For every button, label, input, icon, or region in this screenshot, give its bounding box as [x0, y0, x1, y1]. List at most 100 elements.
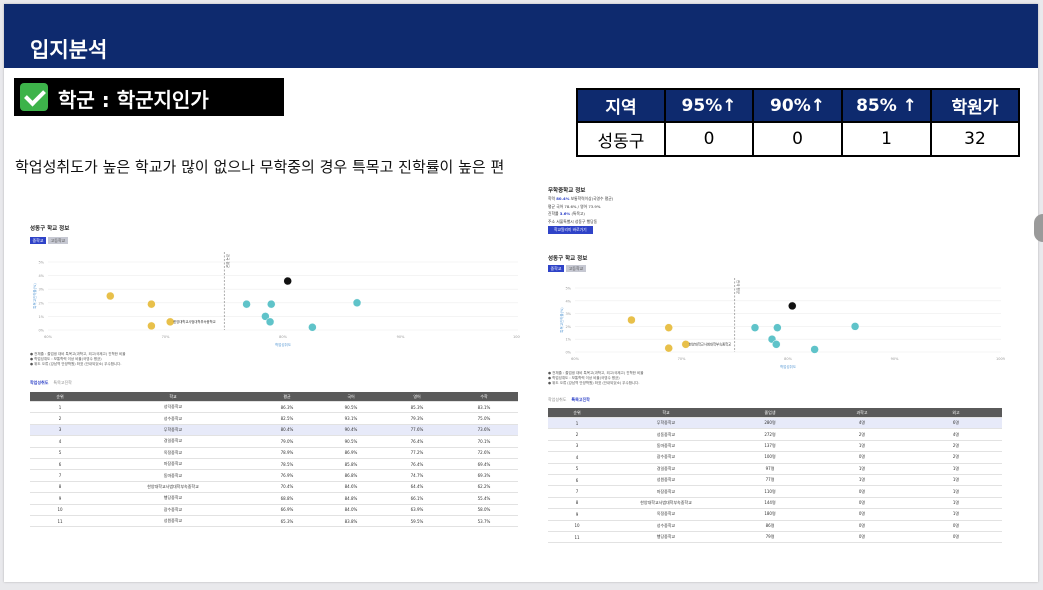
reference-line-label: 전국 평균: [225, 254, 230, 269]
table-row[interactable]: 7 동마중학교 76.9% 86.8% 74.7% 69.3%: [30, 469, 518, 482]
table-cell: 6: [548, 474, 606, 487]
panel2-header-cell: 졸업생: [726, 408, 814, 418]
x-tick-label: 60%: [44, 335, 52, 339]
table-cell: 7: [30, 469, 90, 482]
panel2-middle-school-button[interactable]: 중학교: [548, 265, 564, 272]
scroll-handle[interactable]: [1034, 214, 1043, 242]
table-cell: 180명: [726, 508, 814, 521]
check-mark-icon: [20, 83, 48, 111]
data-point: [772, 340, 781, 349]
panel2-scatter-chart: 0% 1% 2% 3% 4% 5% 60% 70% 80% 90% 100% 학업성취도 특목고진학률(…: [559, 278, 1005, 369]
slide: 입지분석 학군 : 학군지인가 지역 95%↑ 90%↑ 85% ↑ 학원가 성…: [4, 4, 1038, 582]
panel2-header-cell: 학교: [606, 408, 726, 418]
table-cell: 10: [30, 504, 90, 516]
table-row[interactable]: 10 광수중학교 66.9% 84.0% 63.9% 58.0%: [30, 504, 518, 516]
table-cell: 2: [548, 428, 606, 441]
table-row[interactable]: 1 성덕중학교 86.3% 90.5% 85.3% 83.1%: [30, 401, 518, 414]
table-row[interactable]: 8 한양대학교사범대학부속중학교 70.4% 84.6% 64.4% 62.2%: [30, 481, 518, 494]
table-cell: 66.1%: [384, 492, 450, 505]
table-cell: 0명: [814, 451, 910, 464]
table-row[interactable]: 9 옥정중학교 180명 0명 1명: [548, 508, 1002, 521]
school-info-screenshot-achievement: 성동구 학교 정보 중학교 고등학교 0% 1% 2% 3% 4% 5% 60% 70% 80%…: [26, 218, 520, 548]
data-point: [750, 323, 760, 332]
header-bar: 입지분석: [4, 4, 1038, 68]
data-point: [773, 323, 782, 332]
table-cell: 73.6%: [450, 424, 518, 437]
table-cell: 64.4%: [384, 481, 450, 494]
table-row[interactable]: 3 무학중학교 80.4% 90.4% 77.6% 73.6%: [30, 424, 518, 437]
table-cell: 1명: [910, 497, 1002, 510]
table-cell: 1명: [814, 440, 910, 453]
summary-header-region: 지역: [576, 88, 666, 123]
data-point: [664, 343, 673, 353]
x-tick-label: 90%: [891, 357, 899, 361]
table-cell: 1명: [910, 485, 1002, 498]
table-row[interactable]: 11 행당중학교 79명 0명 0명: [548, 531, 1002, 544]
table-cell: 59.5%: [384, 515, 450, 528]
summary-header-95: 95%↑: [664, 88, 754, 123]
table-cell: 동마중학교: [90, 469, 256, 482]
school-alimi-link-button[interactable]: 학교알리미 바로가기: [548, 226, 593, 234]
table-row[interactable]: 10 성수중학교 86명 0명 0명: [548, 520, 1002, 532]
table-cell: 84.8%: [318, 492, 384, 505]
table-row[interactable]: 1 무학중학교 280명 4명 6명: [548, 417, 1002, 430]
summary-header-90: 90%↑: [752, 88, 843, 123]
table-cell: 0명: [910, 520, 1002, 532]
table-row[interactable]: 4 경일중학교 79.0% 90.5% 76.4% 70.1%: [30, 435, 518, 448]
data-point: [681, 340, 691, 349]
table-row[interactable]: 6 마장중학교 78.5% 85.8% 76.4% 69.4%: [30, 458, 518, 471]
table-cell: 55.4%: [450, 492, 518, 505]
table-row[interactable]: 7 마장중학교 110명 0명 1명: [548, 485, 1002, 498]
table-cell: 0명: [814, 497, 910, 510]
table-row[interactable]: 2 성동중학교 272명 2명 4명: [548, 428, 1002, 441]
table-row[interactable]: 3 동마중학교 137명 1명 2명: [548, 440, 1002, 453]
panel2-title: 성동구 학교 정보: [548, 256, 588, 262]
panel2-header-cell: 외고: [910, 408, 1002, 418]
data-point: [265, 317, 275, 327]
table-cell: 10: [548, 520, 606, 532]
panel2-tab-special[interactable]: 특목고진학: [571, 397, 590, 402]
data-point-label: 한양대학교사범대학부속중학교: [173, 319, 215, 324]
panel1-tab-special[interactable]: 특목고진학: [53, 380, 72, 385]
table-cell: 65.3%: [256, 515, 318, 528]
table-cell: 광수중학교: [606, 451, 726, 464]
table-cell: 9: [30, 492, 90, 505]
panel2-tab-achievement[interactable]: 학업성취도: [548, 397, 567, 402]
data-point: [283, 276, 292, 286]
panel1-header-cell: 학교: [90, 392, 256, 402]
table-cell: 무학중학교: [606, 417, 726, 430]
table-cell: 93.1%: [318, 412, 384, 425]
table-row[interactable]: 8 한양대학교사범대학부속중학교 144명 0명 1명: [548, 497, 1002, 510]
table-row[interactable]: 5 경일중학교 97명 1명 1명: [548, 463, 1002, 475]
table-row[interactable]: 2 성수중학교 82.5% 93.1% 79.3% 75.0%: [30, 412, 518, 425]
table-row[interactable]: 11 성원중학교 65.3% 83.8% 59.5% 53.7%: [30, 515, 518, 528]
table-cell: 8: [548, 497, 606, 510]
table-cell: 4명: [814, 417, 910, 430]
table-cell: 행당중학교: [90, 492, 256, 505]
table-row[interactable]: 6 성원중학교 77명 1명 1명: [548, 474, 1002, 487]
x-tick-label: 100%: [996, 357, 1005, 361]
y-axis-label: 특목고진학률(%): [559, 307, 564, 333]
table-cell: 성원중학교: [606, 474, 726, 487]
panel2-high-school-button[interactable]: 고등학교: [566, 265, 586, 272]
table-row[interactable]: 4 광수중학교 100명 0명 2명: [548, 451, 1002, 464]
school-info-screenshot-special: 무학중학교 정보 학력 80.4% 보통학력이상(국영수 평균) 평균 국어 7…: [545, 182, 1005, 544]
x-tick-label: 100%: [513, 335, 520, 339]
table-cell: 2명: [814, 428, 910, 441]
table-cell: 4명: [910, 428, 1002, 441]
table-cell: 6: [30, 458, 90, 471]
table-cell: 7: [548, 485, 606, 498]
y-axis-label: 특목고진학률(%): [32, 283, 37, 309]
panel1-high-school-button[interactable]: 고등학교: [48, 237, 68, 244]
data-point: [627, 315, 636, 325]
table-cell: 86.3%: [256, 401, 318, 414]
summary-header-85: 85% ↑: [841, 88, 932, 123]
table-row[interactable]: 9 행당중학교 68.8% 84.8% 66.1% 55.4%: [30, 492, 518, 505]
table-cell: 2명: [910, 440, 1002, 453]
table-row[interactable]: 5 옥정중학교 78.9% 86.9% 77.2% 72.6%: [30, 447, 518, 459]
panel1-tab-achievement[interactable]: 학업성취도: [30, 380, 49, 385]
table-cell: 2명: [910, 451, 1002, 464]
table-cell: 4: [548, 451, 606, 464]
panel1-middle-school-button[interactable]: 중학교: [30, 237, 46, 244]
panel2-tabs: 학업성취도 특목고진학: [548, 397, 595, 403]
